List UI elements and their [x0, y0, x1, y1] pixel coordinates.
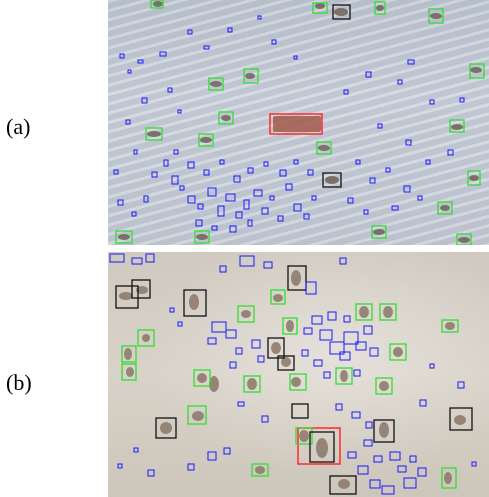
- green-boxes-b: [121, 289, 459, 489]
- black-boxes-b: [115, 265, 473, 495]
- detection-overlay-a: [113, 0, 485, 245]
- panel-label-b: (b): [6, 370, 32, 395]
- detection-image-a: [108, 0, 489, 245]
- target-box-b: [297, 427, 341, 465]
- detection-overlay-b: [109, 253, 477, 495]
- black-boxes-a: [322, 4, 351, 188]
- target-box-a: [269, 113, 323, 135]
- fish-group-a: [118, 1, 482, 243]
- blue-boxes-a: [113, 15, 465, 233]
- green-boxes-a: [115, 0, 485, 245]
- detection-image-b: [108, 252, 489, 497]
- fish-group-b: [119, 270, 466, 489]
- panel-label-a: (a): [6, 114, 31, 139]
- blue-boxes-b: [109, 253, 477, 495]
